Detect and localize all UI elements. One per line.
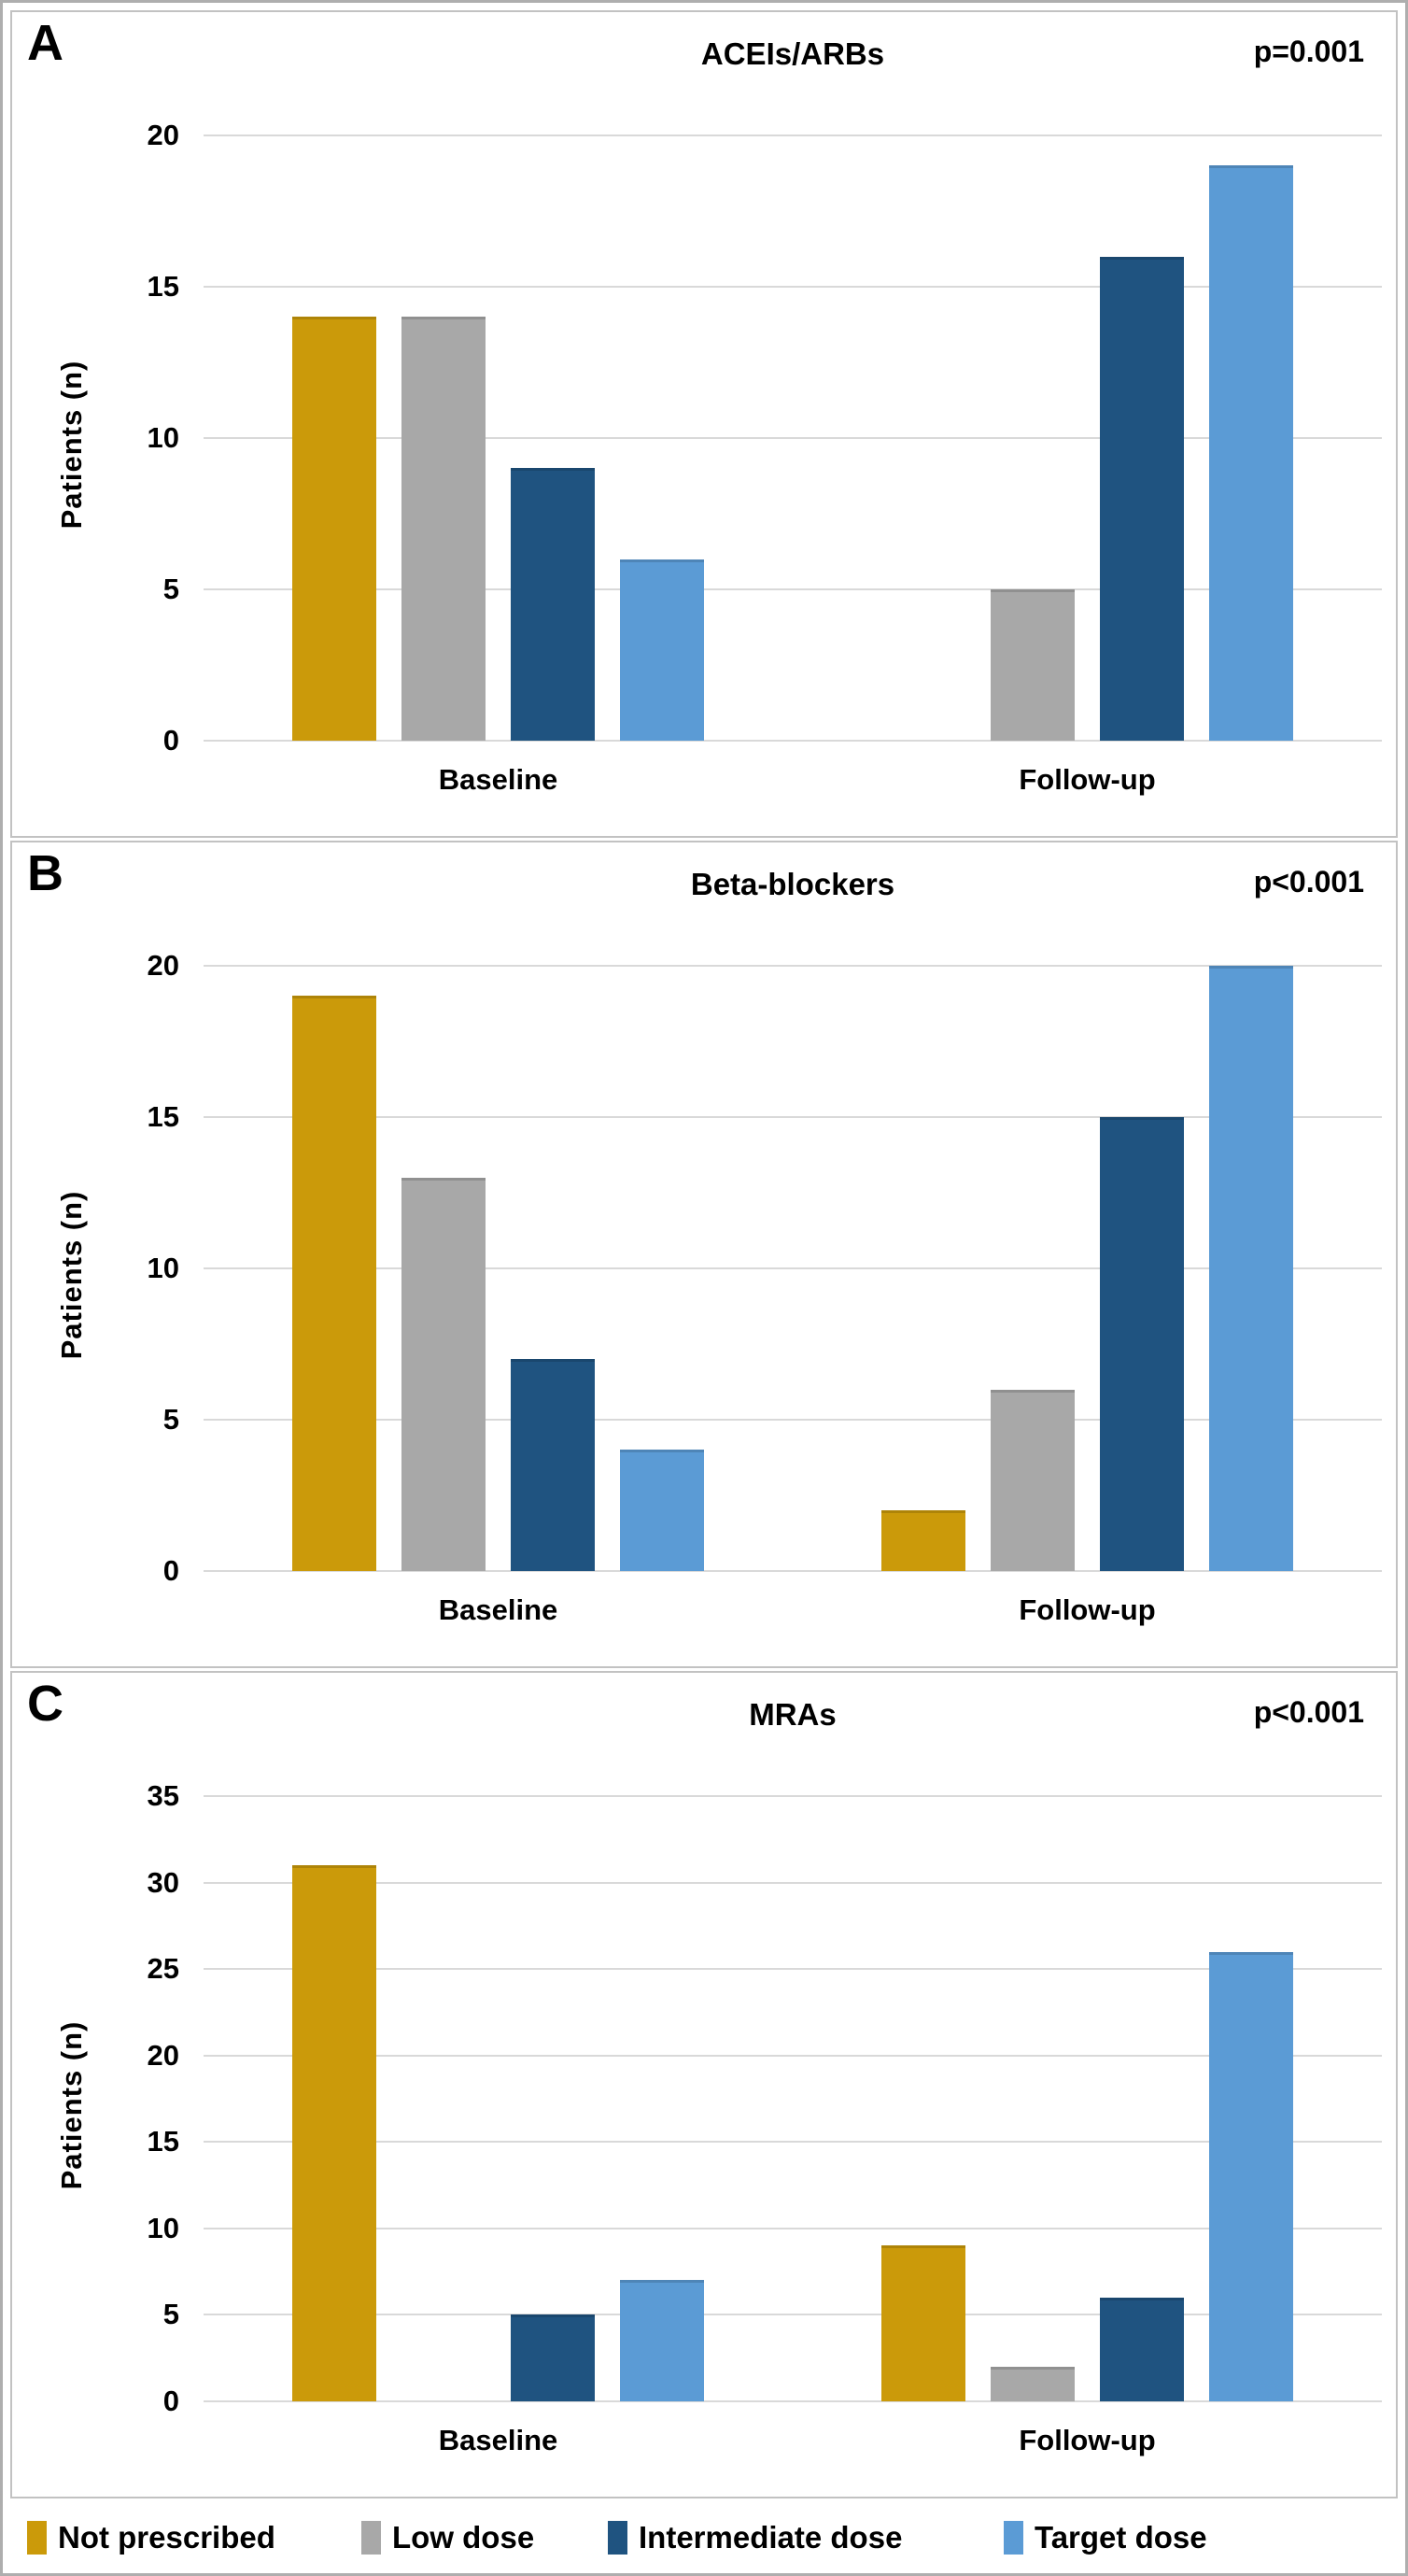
plot-area: 0 5 10 15 20 Baseline Follow-up	[148, 949, 1382, 1626]
plot-area: 0 5 10 15 20 25 30 35 Baseline Follow-up	[148, 1779, 1382, 2456]
y-tick-5: 5	[162, 2298, 179, 2331]
bar-intermediate-dose-baseline	[511, 2314, 595, 2401]
plot-area: 0 5 10 15 20 Baseline Follow-up	[148, 119, 1382, 796]
bar-intermediate-dose-baseline	[511, 468, 595, 741]
p-value-label: p<0.001	[1253, 865, 1364, 899]
x-tick-baseline: Baseline	[438, 763, 558, 796]
gridline-y-0	[204, 740, 1382, 742]
bar-target-dose-baseline	[620, 2280, 704, 2401]
p-value-label: p<0.001	[1253, 1695, 1364, 1729]
gridline-y-20	[204, 2054, 1382, 2057]
y-tick-10: 10	[147, 1252, 179, 1284]
bar-target-dose-follow-up	[1209, 966, 1293, 1571]
legend-item-low-dose: Low dose	[361, 2520, 534, 2555]
y-tick-25: 25	[147, 1952, 179, 1986]
y-axis-label: Patients (n)	[55, 360, 88, 530]
bar-not-prescribed-follow-up	[881, 2245, 965, 2401]
gridline-y-15	[204, 286, 1382, 288]
panel-c: C MRAs p<0.001 Patients (n) 0 5 10 15 20 25 30…	[10, 1671, 1398, 2498]
bar-target-dose-baseline	[620, 1450, 704, 1571]
x-tick-follow-up: Follow-up	[1019, 2424, 1156, 2456]
panel-letter-b: B	[27, 845, 63, 901]
bar-low-dose-follow-up	[991, 2366, 1075, 2401]
y-tick-30: 30	[147, 1865, 179, 1899]
chart-title-mras: MRAs	[749, 1697, 837, 1732]
x-tick-baseline: Baseline	[438, 1593, 558, 1626]
y-axis-label: Patients (n)	[55, 2020, 88, 2190]
gridline-y-20	[204, 965, 1382, 967]
y-tick-15: 15	[147, 2125, 179, 2158]
y-tick-20: 20	[147, 949, 179, 982]
gridline-y-10	[204, 2227, 1382, 2229]
gridline-y-20	[204, 134, 1382, 136]
y-tick-20: 20	[147, 119, 179, 151]
y-tick-0: 0	[162, 2385, 179, 2417]
bar-not-prescribed-baseline	[292, 1865, 376, 2401]
gridline-y-10	[204, 1267, 1382, 1269]
y-tick-15: 15	[147, 1100, 179, 1133]
y-tick-0: 0	[162, 724, 179, 757]
bar-low-dose-baseline	[401, 1177, 486, 1571]
y-tick-5: 5	[162, 573, 179, 605]
y-tick-15: 15	[147, 270, 179, 303]
bar-intermediate-dose-follow-up	[1100, 2297, 1184, 2401]
legend-item-not-prescribed: Not prescribed	[27, 2520, 275, 2555]
legend-label: Target dose	[1035, 2520, 1207, 2555]
p-value-label: p=0.001	[1253, 35, 1364, 68]
panel-a: A ACEIs/ARBs p=0.001 Patients (n) 0 5 10 15…	[10, 10, 1398, 838]
bar-target-dose-baseline	[620, 559, 704, 741]
legend-label: Low dose	[392, 2520, 535, 2555]
legend-swatch-not-prescribed	[27, 2521, 47, 2555]
legend: Not prescribed Low dose Intermediate dos…	[10, 2508, 1398, 2568]
gridline-y-35	[204, 1795, 1382, 1797]
gridline-y-15	[204, 2141, 1382, 2144]
x-tick-follow-up: Follow-up	[1019, 763, 1156, 796]
y-tick-10: 10	[147, 2211, 179, 2244]
legend-item-target-dose: Target dose	[1004, 2520, 1207, 2555]
y-tick-20: 20	[147, 2038, 179, 2072]
gridline-y-25	[204, 1968, 1382, 1971]
legend-label: Intermediate dose	[639, 2520, 903, 2555]
panel-b: B Beta-blockers p<0.001 Patients (n) 0 5 1…	[10, 841, 1398, 1668]
x-tick-baseline: Baseline	[438, 2424, 558, 2456]
y-tick-35: 35	[147, 1779, 179, 1812]
bar-not-prescribed-follow-up	[881, 1510, 965, 1571]
gridline-y-0	[204, 2400, 1382, 2402]
panel-letter-a: A	[27, 15, 63, 71]
chart-title-aceis-arbs: ACEIs/ARBs	[700, 36, 885, 71]
gridline-y-0	[204, 1570, 1382, 1572]
legend-item-intermediate-dose: Intermediate dose	[608, 2520, 902, 2555]
y-axis-label: Patients (n)	[55, 1190, 88, 1360]
bar-intermediate-dose-baseline	[511, 1359, 595, 1571]
bar-not-prescribed-baseline	[292, 317, 376, 741]
bar-intermediate-dose-follow-up	[1100, 256, 1184, 741]
x-tick-follow-up: Follow-up	[1019, 1593, 1156, 1626]
legend-swatch-intermediate-dose	[608, 2521, 627, 2555]
bar-low-dose-follow-up	[991, 1389, 1075, 1571]
bar-target-dose-follow-up	[1209, 1951, 1293, 2401]
gridline-y-10	[204, 437, 1382, 439]
legend-swatch-target-dose	[1004, 2521, 1023, 2555]
legend-label: Not prescribed	[58, 2520, 275, 2555]
legend-swatch-low-dose	[361, 2521, 381, 2555]
gridline-y-15	[204, 1116, 1382, 1118]
y-tick-5: 5	[162, 1403, 179, 1436]
y-tick-0: 0	[162, 1554, 179, 1587]
gridline-y-5	[204, 2314, 1382, 2316]
bar-not-prescribed-baseline	[292, 996, 376, 1571]
bar-low-dose-baseline	[401, 317, 486, 741]
gridline-y-5	[204, 1419, 1382, 1421]
bar-intermediate-dose-follow-up	[1100, 1117, 1184, 1571]
gridline-y-5	[204, 588, 1382, 590]
bar-target-dose-follow-up	[1209, 165, 1293, 741]
bar-low-dose-follow-up	[991, 589, 1075, 741]
y-tick-10: 10	[147, 421, 179, 454]
gridline-y-30	[204, 1881, 1382, 1884]
panel-letter-c: C	[27, 1676, 63, 1732]
chart-title-beta-blockers: Beta-blockers	[690, 867, 895, 901]
